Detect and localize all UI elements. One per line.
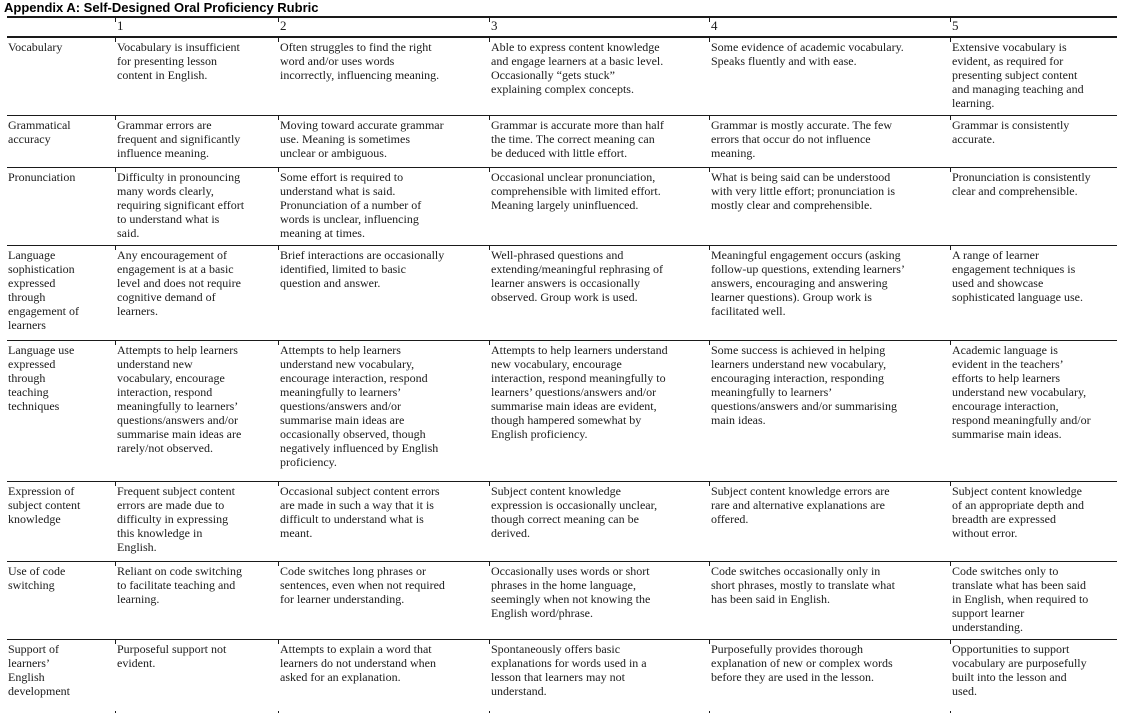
rubric-cell: Subject content knowledge errors are rar… bbox=[709, 481, 950, 562]
rubric-cell: Code switches long phrases or sentences,… bbox=[278, 561, 489, 640]
column-header-4: 4 bbox=[709, 17, 950, 38]
rubric-cell: Attempts to explain a word that learners… bbox=[278, 639, 489, 713]
rubric-cell: Grammar errors are frequent and signific… bbox=[115, 115, 278, 168]
column-header-1: 1 bbox=[115, 17, 278, 38]
rubric-cell: Reliant on code switching to facilitate … bbox=[115, 561, 278, 640]
row-label: Language use expressed through teaching … bbox=[7, 340, 115, 482]
header-row: 1 2 3 4 5 bbox=[7, 17, 1117, 38]
table-row-support-english-development: Support of learners’ English development… bbox=[7, 639, 1117, 713]
rubric-cell: Some effort is required to understand wh… bbox=[278, 167, 489, 246]
rubric-cell: A range of learner engagement techniques… bbox=[950, 245, 1117, 341]
rubric-cell: What is being said can be understood wit… bbox=[709, 167, 950, 246]
appendix-title: Appendix A: Self-Designed Oral Proficien… bbox=[4, 0, 319, 15]
rubric-cell: Grammar is mostly accurate. The few erro… bbox=[709, 115, 950, 168]
row-label: Pronunciation bbox=[7, 167, 115, 246]
rubric-cell: Occasional subject content errors are ma… bbox=[278, 481, 489, 562]
rubric-cell: Occasionally uses words or short phrases… bbox=[489, 561, 709, 640]
rubric-cell: Some evidence of academic vocabulary. Sp… bbox=[709, 37, 950, 116]
column-header-2: 2 bbox=[278, 17, 489, 38]
table-row-code-switching: Use of code switching Reliant on code sw… bbox=[7, 561, 1117, 640]
rubric-cell: Opportunities to support vocabulary are … bbox=[950, 639, 1117, 713]
rubric-cell: Pronunciation is consistently clear and … bbox=[950, 167, 1117, 246]
row-label: Language sophistication expressed throug… bbox=[7, 245, 115, 341]
rubric-cell: Code switches only to translate what has… bbox=[950, 561, 1117, 640]
table-row-vocabulary: Vocabulary Vocabulary is insufficient fo… bbox=[7, 37, 1117, 116]
rubric-cell: Attempts to help learners understand new… bbox=[278, 340, 489, 482]
row-label: Use of code switching bbox=[7, 561, 115, 640]
rubric-cell: Brief interactions are occasionally iden… bbox=[278, 245, 489, 341]
table-row-subject-content-knowledge: Expression of subject content knowledge … bbox=[7, 481, 1117, 562]
rubric-cell: Some success is achieved in helping lear… bbox=[709, 340, 950, 482]
rubric-cell: Extensive vocabulary is evident, as requ… bbox=[950, 37, 1117, 116]
rubric-cell: Code switches occasionally only in short… bbox=[709, 561, 950, 640]
rubric-cell: Subject content knowledge of an appropri… bbox=[950, 481, 1117, 562]
rubric-cell: Occasional unclear pronunciation, compre… bbox=[489, 167, 709, 246]
rubric-cell: Spontaneously offers basic explanations … bbox=[489, 639, 709, 713]
table-row-grammatical-accuracy: Grammatical accuracy Grammar errors are … bbox=[7, 115, 1117, 168]
rubric-cell: Able to express content knowledge and en… bbox=[489, 37, 709, 116]
rubric-cell: Grammar is consistently accurate. bbox=[950, 115, 1117, 168]
row-label: Vocabulary bbox=[8, 40, 63, 54]
rubric-cell: Attempts to help learners understand new… bbox=[489, 340, 709, 482]
rubric-cell: Academic language is evident in the teac… bbox=[950, 340, 1117, 482]
column-header-5: 5 bbox=[950, 17, 1117, 38]
rubric-cell: Difficulty in pronouncing many words cle… bbox=[115, 167, 278, 246]
rubric-cell: Attempts to help learners understand new… bbox=[115, 340, 278, 482]
column-header-empty bbox=[7, 17, 115, 38]
rubric-cell: Subject content knowledge expression is … bbox=[489, 481, 709, 562]
rubric-table: 1 2 3 4 5 Vocabulary Vocabulary is insuf… bbox=[7, 16, 1117, 713]
column-header-3: 3 bbox=[489, 17, 709, 38]
rubric-cell: Any encouragement of engagement is at a … bbox=[115, 245, 278, 341]
row-label: Expression of subject content knowledge bbox=[7, 481, 115, 562]
table-row-pronunciation: Pronunciation Difficulty in pronouncing … bbox=[7, 167, 1117, 246]
row-label: Support of learners’ English development bbox=[7, 639, 115, 713]
rubric-cell: Frequent subject content errors are made… bbox=[115, 481, 278, 562]
table-row-language-use: Language use expressed through teaching … bbox=[7, 340, 1117, 482]
rubric-cell: Moving toward accurate grammar use. Mean… bbox=[278, 115, 489, 168]
rubric-cell: Purposefully provides thorough explanati… bbox=[709, 639, 950, 713]
rubric-cell: Often struggles to find the right word a… bbox=[278, 37, 489, 116]
rubric-cell: Purposeful support not evident. bbox=[115, 639, 278, 713]
row-label: Grammatical accuracy bbox=[7, 115, 115, 168]
rubric-cell: Well-phrased questions and extending/mea… bbox=[489, 245, 709, 341]
table-row-language-sophistication: Language sophistication expressed throug… bbox=[7, 245, 1117, 341]
rubric-cell: Vocabulary is insufficient for presentin… bbox=[115, 37, 278, 116]
rubric-cell: Grammar is accurate more than half the t… bbox=[489, 115, 709, 168]
rubric-cell: Meaningful engagement occurs (asking fol… bbox=[709, 245, 950, 341]
